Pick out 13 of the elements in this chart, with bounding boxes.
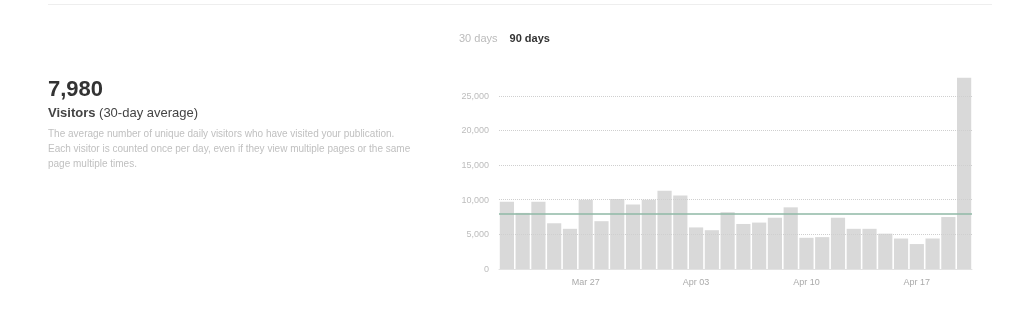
x-tick-label: Apr 03 xyxy=(682,276,710,287)
y-tick-label: 25,000 xyxy=(461,90,489,101)
y-tick-label: 5,000 xyxy=(466,229,489,240)
text: 90 days xyxy=(509,32,550,44)
x-tick-label: Mar 27 xyxy=(571,276,600,287)
x-tick-label: Apr 10 xyxy=(793,276,820,287)
x-tick-label: Apr 17 xyxy=(903,276,931,287)
text: 30 days xyxy=(459,32,498,44)
y-tick-label: 20,000 xyxy=(461,125,489,136)
text: 7,980 xyxy=(48,76,105,102)
y-tick-label: 10,000 xyxy=(461,194,489,205)
y-tick-label: 15,000 xyxy=(461,160,489,171)
text: Visitors (30-day average) xyxy=(48,105,200,120)
